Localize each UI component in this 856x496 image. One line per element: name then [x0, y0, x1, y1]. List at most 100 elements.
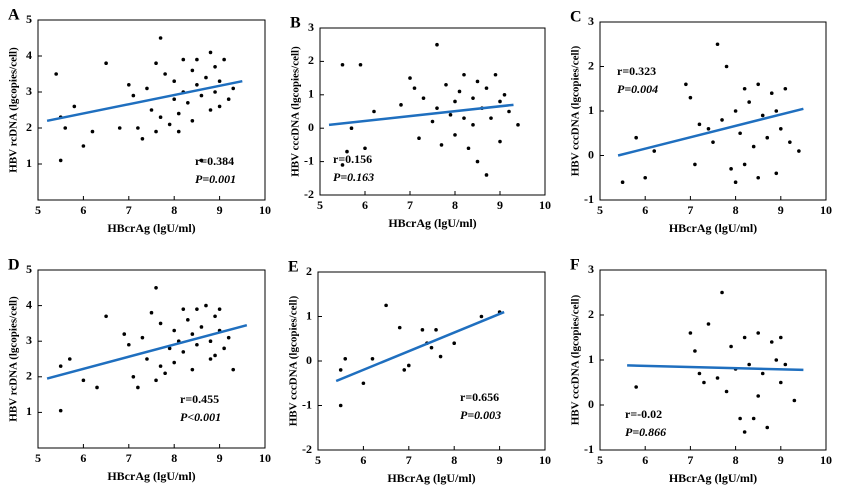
x-tick-label: 6	[642, 453, 648, 467]
data-point	[217, 104, 222, 109]
data-point	[765, 425, 770, 430]
data-point	[502, 93, 507, 97]
x-tick-label: 9	[217, 203, 223, 217]
data-point	[149, 108, 154, 112]
data-point	[779, 127, 783, 131]
data-point	[154, 378, 158, 383]
data-point	[167, 122, 172, 127]
plot-frame	[319, 27, 546, 196]
data-point	[345, 149, 349, 154]
data-point	[448, 113, 453, 117]
data-point	[434, 328, 438, 332]
data-point	[652, 149, 657, 153]
x-tick-label: 10	[259, 203, 271, 217]
data-point	[208, 50, 213, 55]
data-point	[104, 61, 108, 65]
data-point	[213, 90, 217, 94]
x-tick-label: 7	[406, 453, 412, 467]
data-point	[720, 118, 724, 122]
data-point	[154, 129, 158, 134]
data-point	[338, 403, 343, 408]
x-tick-label: 9	[497, 198, 503, 212]
x-tick-label: 8	[733, 453, 739, 467]
y-tick-label: 0	[588, 147, 594, 161]
plot-frame	[37, 19, 266, 201]
y-tick-label: -2	[304, 187, 314, 201]
data-point	[742, 430, 747, 434]
data-point	[208, 357, 213, 361]
data-point	[769, 91, 774, 95]
data-point	[226, 335, 231, 340]
y-tick-label: 5	[26, 12, 32, 26]
y-tick-label: 1	[588, 352, 594, 366]
y-tick-label: 2	[588, 58, 594, 72]
data-point	[693, 349, 697, 353]
data-point	[213, 353, 217, 358]
x-tick-label: 9	[778, 453, 784, 467]
x-tick-label: 10	[820, 453, 832, 467]
x-axis-label: HBcrAg (lgU/ml)	[669, 221, 757, 235]
data-point	[634, 385, 638, 389]
data-point	[774, 171, 779, 176]
data-point	[688, 331, 693, 335]
data-point	[158, 321, 163, 326]
fit-line	[328, 103, 514, 127]
data-point	[181, 350, 186, 354]
data-point	[67, 357, 72, 361]
x-tick-label: 6	[80, 451, 86, 465]
x-tick-label: 9	[217, 451, 223, 465]
data-point	[697, 371, 702, 376]
data-point	[186, 318, 190, 322]
x-tick-label: 10	[539, 198, 551, 212]
data-point	[462, 116, 466, 120]
x-tick-label: 5	[35, 203, 41, 217]
data-point	[213, 314, 217, 319]
y-tick-label: 1	[588, 103, 594, 117]
x-tick-label: 7	[126, 203, 132, 217]
data-point	[338, 368, 343, 372]
data-point	[158, 36, 163, 40]
y-axis-label: HBV rcDNA (lgcopies/cell)	[8, 296, 20, 422]
data-point	[176, 111, 181, 116]
data-point	[457, 89, 462, 94]
data-point	[204, 75, 208, 80]
data-point	[697, 122, 702, 127]
data-point	[58, 158, 63, 163]
data-point	[340, 62, 345, 67]
x-tick-label: 10	[539, 453, 551, 467]
data-point	[729, 167, 733, 171]
x-tick-label: 5	[597, 203, 603, 217]
data-point	[429, 345, 434, 350]
data-point	[154, 286, 158, 290]
data-point	[199, 93, 204, 98]
x-tick-label: 9	[497, 453, 503, 467]
data-point	[779, 380, 783, 385]
data-point	[435, 42, 439, 47]
data-point	[724, 64, 729, 69]
x-tick-label: 10	[259, 451, 271, 465]
x-tick-label: 7	[687, 203, 693, 217]
data-point	[751, 144, 756, 149]
y-tick-label: 0	[588, 397, 594, 411]
plot-frame	[599, 269, 827, 451]
fit-line	[46, 79, 243, 123]
data-point	[733, 109, 738, 113]
y-axis-label: HBV rcDNA (lgcopies/cell)	[8, 47, 20, 173]
data-point	[217, 79, 222, 83]
data-point	[466, 146, 471, 151]
data-point	[747, 362, 751, 367]
y-axis-label: HBV cccDNA (lgcopies/cell)	[570, 294, 582, 425]
p-annotation: P<0.001	[180, 410, 221, 424]
fit-line	[46, 323, 248, 380]
data-point	[438, 354, 443, 359]
data-point	[779, 335, 783, 340]
y-tick-label: -1	[302, 397, 312, 411]
data-point	[733, 180, 738, 184]
data-point	[204, 303, 208, 308]
y-tick-label: 2	[26, 369, 32, 383]
y-tick-label: 3	[588, 14, 594, 28]
y-tick-label: 2	[26, 120, 32, 134]
fit-line	[335, 310, 505, 383]
y-tick-label: 4	[26, 48, 32, 62]
data-point	[479, 314, 484, 319]
